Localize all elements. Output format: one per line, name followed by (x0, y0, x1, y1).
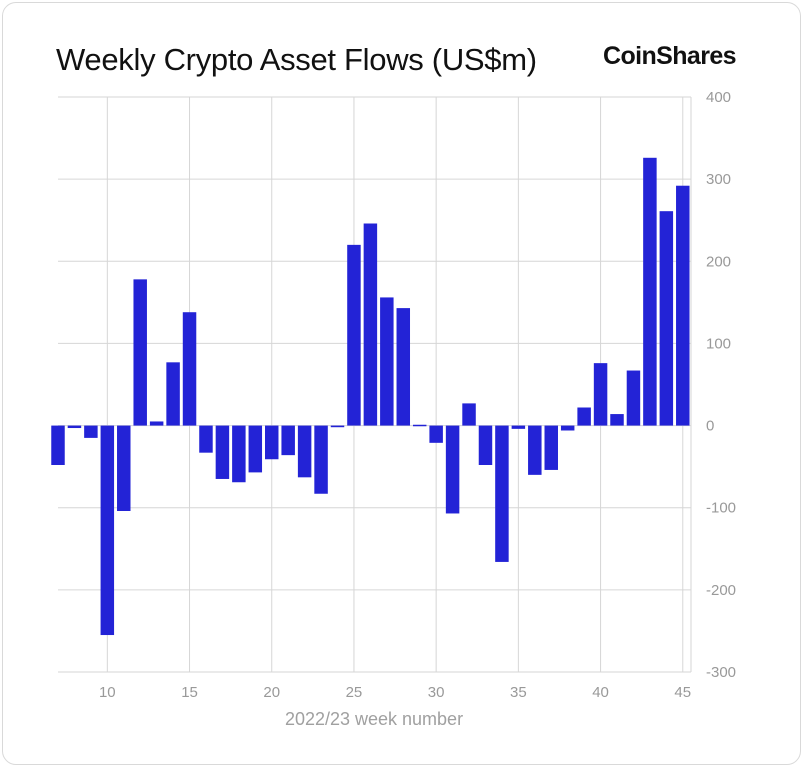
bar (412, 424, 427, 427)
bar (67, 425, 82, 429)
bar (560, 425, 575, 431)
y-tick-label: -100 (706, 500, 736, 517)
bar (84, 425, 98, 438)
bar (232, 425, 246, 483)
bar (445, 425, 460, 514)
bar (626, 370, 641, 426)
bar (495, 425, 509, 562)
bar (462, 403, 476, 426)
bar (380, 297, 394, 426)
x-tick-label: 35 (510, 684, 527, 701)
bar (330, 425, 345, 428)
y-tick-label: 0 (706, 418, 714, 435)
y-tick-label: 400 (706, 89, 731, 106)
bar (264, 425, 279, 460)
y-tick-label: -300 (706, 664, 736, 681)
y-tick-label: -200 (706, 582, 736, 599)
y-tick-label: 100 (706, 335, 731, 352)
bar (314, 425, 328, 494)
bar (643, 157, 657, 426)
bar (610, 414, 624, 426)
bar (215, 425, 230, 479)
tick-labels: 400 300 200 100 0 -100 -200 -300 10 15 20 25 30 35 40 4… (99, 89, 736, 701)
x-tick-label: 45 (674, 684, 691, 701)
bar (166, 362, 180, 426)
x-tick-label: 15 (181, 684, 198, 701)
x-tick-label: 40 (592, 684, 609, 701)
bar (100, 425, 115, 636)
y-tick-label: 300 (706, 171, 731, 188)
coinshares-logo: CoinShares (603, 42, 737, 70)
x-tick-label: 25 (346, 684, 363, 701)
bar (51, 425, 65, 465)
bar (182, 312, 197, 426)
bar (117, 425, 131, 511)
x-axis-label: 2022/23 week number (285, 709, 463, 729)
y-tick-label: 200 (706, 253, 731, 270)
bar (199, 425, 213, 453)
bar (528, 425, 542, 475)
x-tick-label: 30 (428, 684, 445, 701)
bar (544, 425, 558, 470)
x-tick-label: 20 (263, 684, 280, 701)
bar (149, 421, 164, 426)
bar (347, 244, 361, 426)
bar (297, 425, 312, 478)
bar (676, 185, 690, 426)
bar (593, 363, 608, 426)
x-tick-label: 10 (99, 684, 116, 701)
bars (51, 157, 690, 636)
bar (248, 425, 263, 473)
bar (577, 407, 591, 426)
bar (659, 211, 674, 426)
chart-title: Weekly Crypto Asset Flows (US$m) (56, 42, 537, 77)
bar (478, 425, 493, 465)
bar (511, 425, 526, 429)
bar (133, 279, 147, 426)
bar (396, 308, 411, 426)
bar (429, 425, 443, 443)
bar (281, 425, 295, 456)
bar (363, 223, 378, 426)
